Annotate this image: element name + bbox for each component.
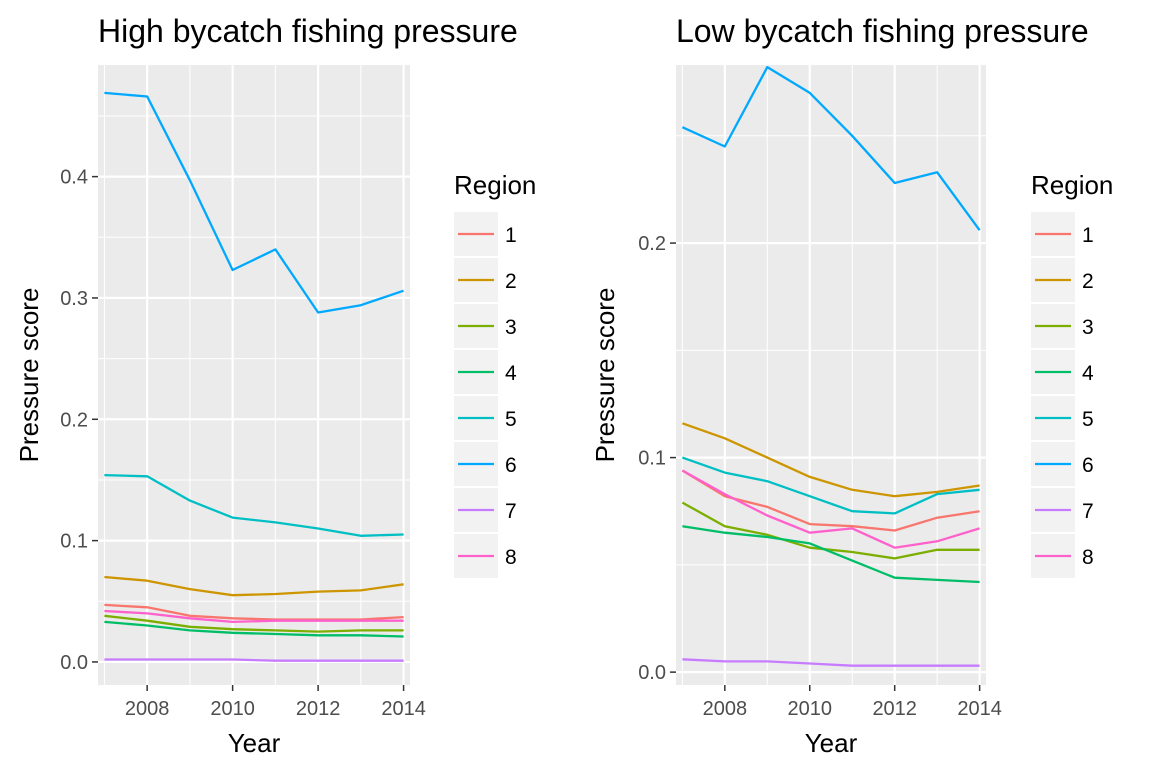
series-line-region-4 bbox=[104, 620, 404, 638]
legend-label: 2 bbox=[1082, 270, 1094, 293]
chart-title: Low bycatch fishing pressure bbox=[676, 13, 1089, 49]
x-tick-label: 2012 bbox=[296, 698, 341, 720]
x-axis-title: Year bbox=[228, 728, 281, 758]
y-tick-label: 0.0 bbox=[60, 652, 88, 674]
plot-background bbox=[676, 65, 986, 685]
chart-title: High bycatch fishing pressure bbox=[98, 13, 518, 49]
legend-item: 1 bbox=[1031, 212, 1094, 256]
y-tick-label: 0.3 bbox=[60, 288, 88, 310]
x-tick-label: 2008 bbox=[703, 698, 748, 720]
series-line-region-1 bbox=[104, 603, 404, 621]
legend-item: 6 bbox=[454, 442, 517, 486]
legend-label: 2 bbox=[505, 270, 517, 293]
x-tick-label: 2008 bbox=[125, 698, 170, 720]
legend-label: 7 bbox=[505, 500, 517, 523]
series-line-region-6 bbox=[681, 65, 981, 231]
legend-item: 1 bbox=[454, 212, 517, 256]
y-axis-title: Pressure score bbox=[590, 288, 620, 463]
legend-item: 2 bbox=[1031, 258, 1094, 302]
legend-item: 5 bbox=[454, 396, 517, 440]
series-line-region-8 bbox=[104, 609, 404, 624]
x-tick-label: 2014 bbox=[381, 698, 426, 720]
legend-item: 7 bbox=[454, 488, 517, 532]
series-line-region-8 bbox=[681, 469, 980, 549]
x-tick-label: 2010 bbox=[788, 698, 833, 720]
series-line-region-6 bbox=[104, 91, 404, 314]
chart-panel-1: High bycatch fishing pressure 2008 2010 201… bbox=[14, 13, 536, 758]
series-line-region-2 bbox=[682, 422, 980, 498]
legend-label: 3 bbox=[505, 316, 517, 339]
y-tick-label: 0.2 bbox=[638, 233, 666, 255]
series-line-region-2 bbox=[104, 575, 404, 597]
series-line-region-7 bbox=[104, 658, 404, 662]
legend-item: 8 bbox=[1031, 534, 1094, 578]
y-tick-label: 0.4 bbox=[60, 167, 88, 189]
legend-label: 3 bbox=[1082, 316, 1094, 339]
y-tick-label: 0.0 bbox=[638, 662, 666, 684]
legend: Region 1 2 3 4 5 6 7 8 bbox=[454, 170, 536, 578]
legend: Region 1 2 3 4 5 6 7 8 bbox=[1031, 170, 1113, 578]
legend-label: 5 bbox=[505, 408, 517, 431]
legend-item: 3 bbox=[1031, 304, 1094, 348]
x-tick-label: 2010 bbox=[210, 698, 255, 720]
legend-label: 4 bbox=[505, 362, 517, 385]
plot-background bbox=[98, 65, 410, 685]
legend-label: 7 bbox=[1082, 500, 1094, 523]
legend-title: Region bbox=[454, 170, 536, 200]
series-line-region-7 bbox=[682, 658, 980, 667]
legend-item: 3 bbox=[454, 304, 517, 348]
legend-label: 8 bbox=[1082, 546, 1094, 569]
legend-item: 5 bbox=[1031, 396, 1094, 440]
series-line-region-3 bbox=[104, 614, 404, 633]
legend-label: 5 bbox=[1082, 408, 1094, 431]
series-line-region-5 bbox=[682, 456, 980, 515]
y-tick-label: 0.2 bbox=[60, 409, 88, 431]
legend-item: 4 bbox=[454, 350, 517, 394]
series-line-region-3 bbox=[681, 501, 980, 560]
legend-item: 4 bbox=[1031, 350, 1094, 394]
legend-item: 6 bbox=[1031, 442, 1094, 486]
legend-label: 1 bbox=[1082, 224, 1094, 247]
y-tick-label: 0.1 bbox=[638, 448, 666, 470]
chart-panel-2: Low bycatch fishing pressure 2008 2010 2012… bbox=[590, 13, 1113, 758]
x-axis-title: Year bbox=[805, 728, 858, 758]
x-tick-label: 2012 bbox=[872, 698, 917, 720]
legend-title: Region bbox=[1031, 170, 1113, 200]
y-axis-title: Pressure score bbox=[14, 288, 44, 463]
legend-item: 2 bbox=[454, 258, 517, 302]
legend-label: 6 bbox=[1082, 454, 1094, 477]
y-tick-label: 0.1 bbox=[60, 531, 88, 553]
legend-item: 8 bbox=[454, 534, 517, 578]
series-line-region-5 bbox=[104, 473, 404, 537]
legend-label: 6 bbox=[505, 454, 517, 477]
legend-label: 8 bbox=[505, 546, 517, 569]
legend-label: 1 bbox=[505, 224, 517, 247]
series-line-region-4 bbox=[682, 525, 980, 584]
x-tick-label: 2014 bbox=[957, 698, 1002, 720]
legend-item: 7 bbox=[1031, 488, 1094, 532]
legend-label: 4 bbox=[1082, 362, 1094, 385]
